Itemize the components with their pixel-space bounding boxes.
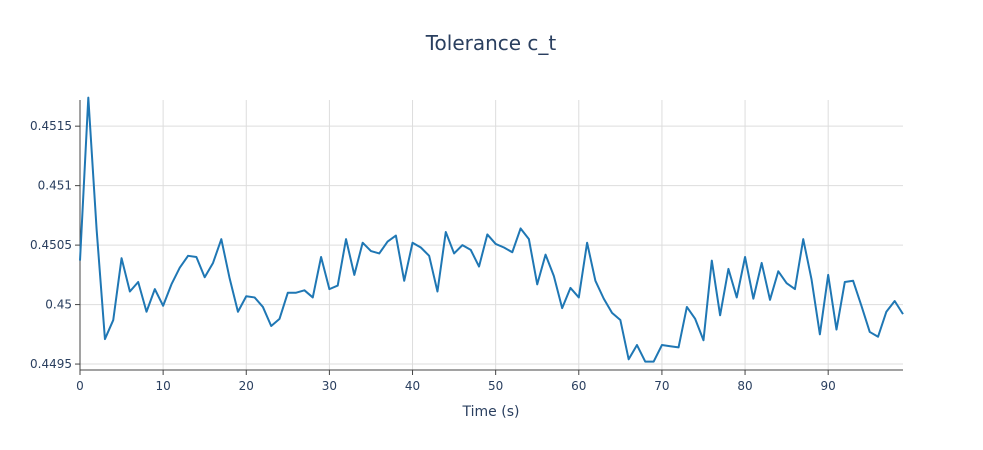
x-tick-label: 80 [737, 379, 752, 393]
x-tick-label: 30 [322, 379, 337, 393]
y-tick-label: 0.451 [38, 179, 72, 193]
x-axis-title: Time (s) [462, 404, 520, 420]
axis-layer: 0 10 20 30 40 50 60 70 80 90 0.4495 0.45 0.4505 0.451… [30, 100, 903, 393]
series-layer [79, 96, 904, 363]
y-tick-label: 0.4505 [30, 238, 72, 252]
x-tick-label: 40 [405, 379, 420, 393]
x-tick-label: 70 [654, 379, 669, 393]
x-tick-label: 60 [571, 379, 586, 393]
x-tick-label: 10 [155, 379, 170, 393]
y-tick-label: 0.4515 [30, 119, 72, 133]
x-tick-label: 50 [488, 379, 503, 393]
y-tick-label: 0.45 [45, 298, 72, 312]
series-line [79, 96, 904, 363]
grid-layer [80, 100, 903, 370]
chart-title: Tolerance c_t [425, 31, 557, 55]
x-tick-label: 20 [239, 379, 254, 393]
x-tick-label: 0 [76, 379, 84, 393]
y-tick-label: 0.4495 [30, 357, 72, 371]
x-tick-label: 90 [821, 379, 836, 393]
